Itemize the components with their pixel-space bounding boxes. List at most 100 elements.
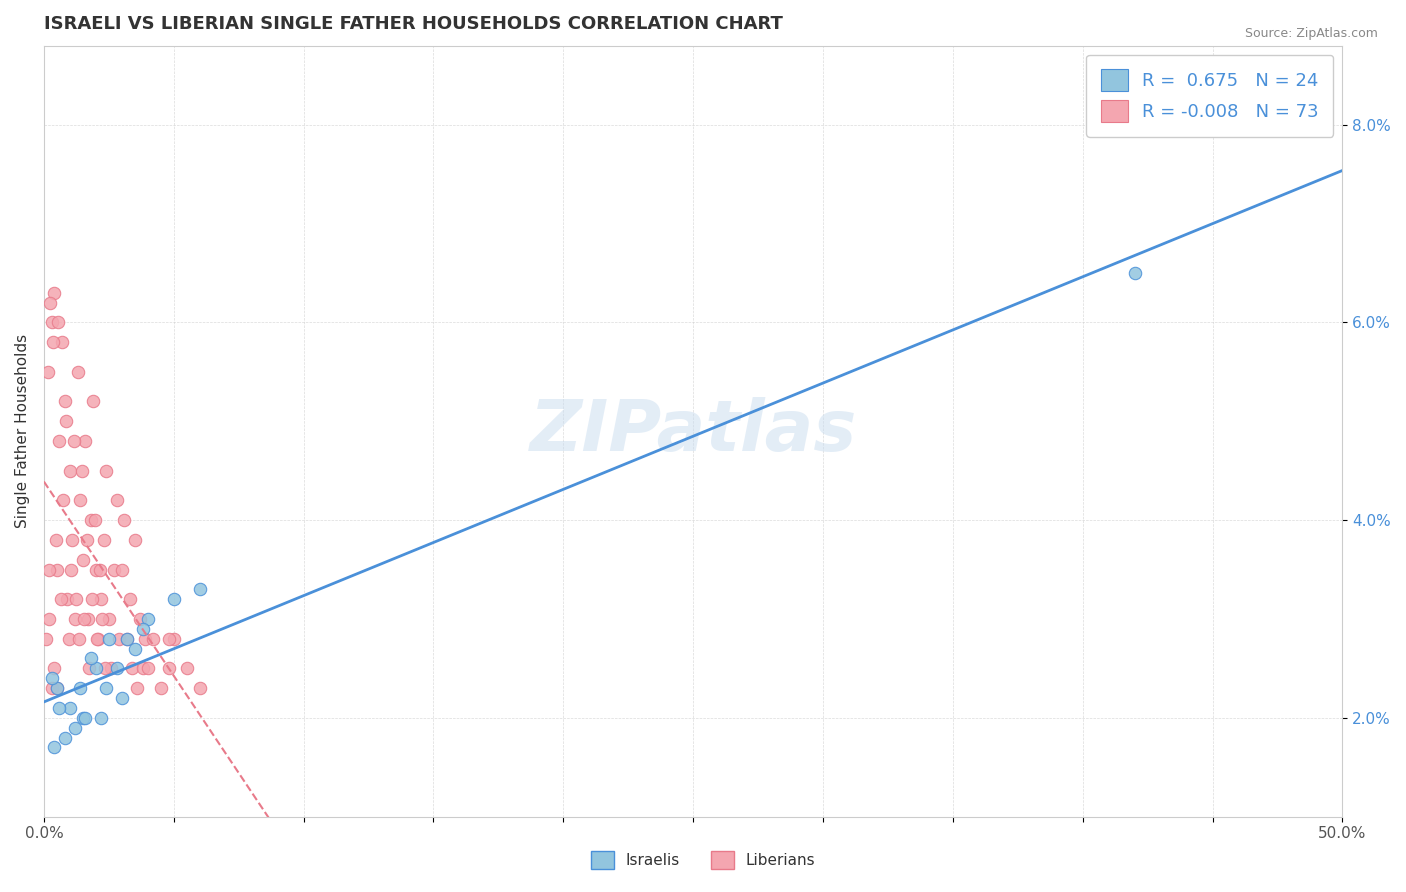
Point (65, 592, 87, 607)
Point (41, 315, 63, 329)
Point (79, 513, 101, 527)
Point (67, 632, 90, 646)
Point (62, 533, 84, 547)
Point (44, 661, 66, 675)
Point (96, 681, 118, 695)
Point (73, 612, 96, 626)
Point (188, 582, 211, 597)
Legend: Israelis, Liberians: Israelis, Liberians (585, 845, 821, 875)
Point (157, 632, 180, 646)
Point (49, 592, 72, 607)
Point (59, 464, 82, 478)
Point (77, 612, 100, 626)
Point (87, 632, 110, 646)
Point (86, 632, 108, 646)
Point (97, 632, 120, 646)
Point (63, 612, 86, 626)
Point (44, 740, 66, 755)
Point (100, 661, 122, 675)
Point (62, 434, 84, 448)
Point (69, 681, 91, 695)
Point (157, 661, 180, 675)
Point (56, 592, 79, 607)
Point (72, 711, 94, 725)
Point (115, 632, 138, 646)
Point (58, 632, 80, 646)
Point (96, 464, 118, 478)
Point (79, 661, 101, 675)
Point (188, 681, 211, 695)
Point (38, 562, 60, 576)
Point (53, 731, 76, 745)
Point (82, 394, 104, 409)
Point (105, 493, 128, 508)
Point (136, 661, 159, 675)
Point (124, 533, 146, 547)
Point (121, 661, 143, 675)
Point (115, 632, 138, 646)
Point (66, 365, 89, 379)
Point (55, 414, 77, 428)
Point (45, 562, 67, 576)
Point (111, 691, 134, 706)
Point (70, 464, 93, 478)
Point (91, 612, 114, 626)
Point (48, 434, 70, 448)
Point (97, 612, 120, 626)
Point (163, 632, 186, 646)
Point (80, 592, 103, 607)
Y-axis label: Single Father Households: Single Father Households (15, 334, 30, 528)
Point (41, 671, 63, 685)
Point (75, 711, 97, 725)
Point (45, 533, 67, 547)
Point (63, 721, 86, 735)
Point (79, 651, 101, 665)
Point (105, 661, 128, 675)
Point (59, 701, 82, 715)
Point (112, 513, 135, 527)
Point (134, 632, 156, 646)
Point (108, 632, 131, 646)
Point (60, 562, 83, 576)
Point (45, 681, 67, 695)
Point (118, 592, 141, 607)
Point (69, 493, 91, 508)
Point (163, 592, 186, 607)
Point (51, 335, 73, 350)
Point (52, 493, 75, 508)
Point (39, 295, 62, 310)
Point (76, 533, 98, 547)
Point (48, 701, 70, 715)
Point (75, 434, 97, 448)
Point (142, 632, 165, 646)
Point (90, 711, 112, 725)
Point (127, 681, 149, 695)
Point (45, 681, 67, 695)
Point (84, 562, 107, 576)
Point (136, 612, 159, 626)
Point (176, 661, 198, 675)
Point (90, 592, 112, 607)
Point (35, 632, 58, 646)
Text: Source: ZipAtlas.com: Source: ZipAtlas.com (1244, 27, 1378, 40)
Point (131, 622, 153, 636)
Point (93, 533, 115, 547)
Point (149, 681, 172, 695)
Point (103, 562, 125, 576)
Text: ZIPatlas: ZIPatlas (530, 397, 856, 466)
Point (111, 562, 134, 576)
Point (38, 612, 60, 626)
Point (84, 661, 107, 675)
Point (42, 335, 65, 350)
Point (44, 285, 66, 300)
Point (72, 552, 94, 566)
Point (89, 562, 111, 576)
Point (124, 641, 146, 656)
Point (1123, 266, 1146, 280)
Point (46, 315, 69, 329)
Point (94, 661, 117, 675)
Point (131, 661, 153, 675)
Point (37, 365, 59, 379)
Text: ISRAELI VS LIBERIAN SINGLE FATHER HOUSEHOLDS CORRELATION CHART: ISRAELI VS LIBERIAN SINGLE FATHER HOUSEH… (44, 15, 783, 33)
Legend: R =  0.675   N = 24, R = -0.008   N = 73: R = 0.675 N = 24, R = -0.008 N = 73 (1087, 54, 1333, 136)
